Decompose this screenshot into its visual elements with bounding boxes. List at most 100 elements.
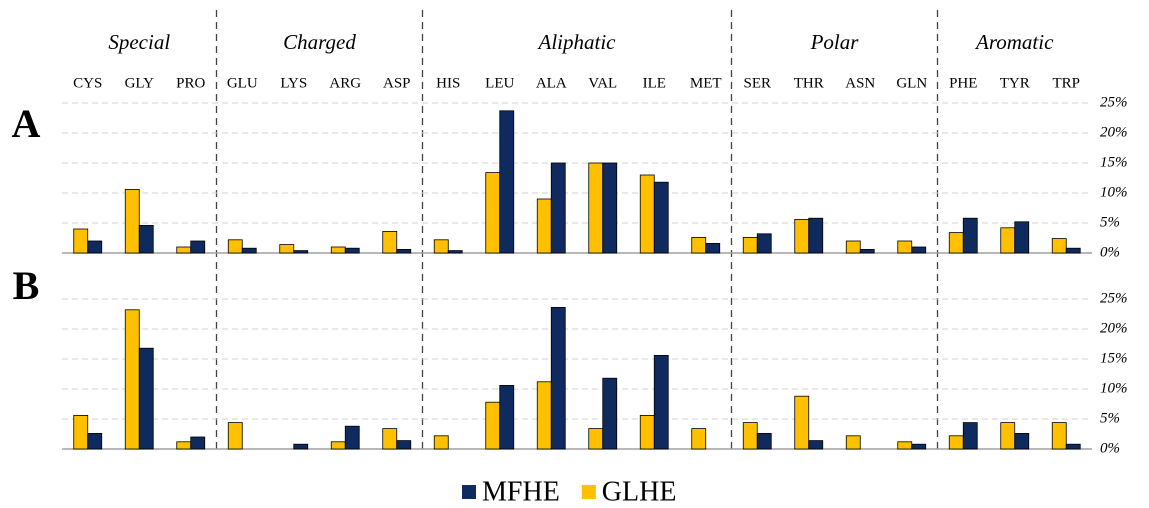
group-label: Polar — [810, 30, 860, 54]
bar — [433, 435, 449, 450]
bar — [550, 306, 566, 450]
bar — [344, 247, 360, 254]
y-tick-label: 10% — [1100, 184, 1128, 200]
bar — [1014, 432, 1030, 450]
bar — [808, 440, 824, 450]
bar — [344, 425, 360, 450]
group-label: Aromatic — [974, 30, 1054, 54]
bar — [948, 232, 964, 254]
bar — [911, 246, 927, 254]
category-label: ASP — [383, 75, 411, 91]
bar — [176, 246, 192, 254]
y-tick-label: 15% — [1100, 350, 1128, 366]
bar — [911, 443, 927, 450]
bar — [330, 246, 346, 254]
bar — [536, 381, 552, 450]
bar — [602, 162, 618, 254]
bar — [962, 422, 978, 450]
category-label: HIS — [436, 75, 460, 91]
category-label: PHE — [949, 75, 977, 91]
bar — [396, 440, 412, 450]
bar — [653, 181, 669, 254]
bar — [536, 198, 552, 254]
bar — [1000, 422, 1016, 450]
bar — [1000, 227, 1016, 254]
panel-label: B — [13, 263, 40, 308]
bar — [948, 435, 964, 450]
category-label: ASN — [845, 75, 875, 91]
bar — [845, 240, 861, 254]
legend-label: MFHE — [482, 476, 560, 507]
bar — [808, 217, 824, 254]
bar — [330, 441, 346, 450]
category-label: LYS — [280, 75, 307, 91]
bar — [138, 224, 154, 254]
y-tick-label: 0% — [1100, 440, 1120, 456]
bar — [382, 230, 398, 254]
y-tick-label: 25% — [1100, 290, 1128, 306]
bar — [293, 443, 309, 450]
bar — [176, 441, 192, 450]
group-label: Charged — [283, 30, 356, 54]
bar — [190, 436, 206, 450]
bar — [485, 172, 501, 254]
bar — [138, 347, 154, 450]
category-label: PRO — [176, 75, 205, 91]
y-tick-label: 5% — [1100, 214, 1120, 230]
y-tick-label: 20% — [1100, 320, 1128, 336]
panel-label: A — [12, 101, 41, 146]
bar — [190, 240, 206, 254]
y-tick-label: 0% — [1100, 244, 1120, 260]
bar — [227, 422, 243, 450]
bar — [742, 422, 758, 450]
legend-swatch — [462, 485, 476, 499]
bar — [756, 233, 772, 254]
bar — [602, 377, 618, 450]
y-tick-label: 20% — [1100, 124, 1128, 140]
category-label: GLU — [227, 75, 258, 91]
y-tick-label: 10% — [1100, 380, 1128, 396]
category-label: ILE — [643, 75, 666, 91]
bar — [639, 174, 655, 254]
bar — [691, 236, 707, 254]
category-label: GLY — [125, 75, 154, 91]
bar — [1014, 221, 1030, 254]
bar — [691, 428, 707, 450]
bar — [845, 435, 861, 450]
category-label: LEU — [485, 75, 514, 91]
bar — [550, 162, 566, 254]
category-label: VAL — [588, 75, 617, 91]
bar — [382, 428, 398, 450]
category-label: ARG — [329, 75, 361, 91]
bar — [87, 240, 103, 254]
bar — [1051, 422, 1067, 450]
category-label: SER — [743, 75, 771, 91]
category-label: MET — [690, 75, 722, 91]
bar — [653, 354, 669, 450]
bar — [241, 247, 257, 254]
bar — [227, 239, 243, 254]
category-label: THR — [794, 75, 824, 91]
bar — [588, 428, 604, 450]
category-label: TRP — [1052, 75, 1080, 91]
category-label: GLN — [896, 75, 927, 91]
bar — [485, 401, 501, 450]
bar — [447, 250, 463, 254]
bar — [794, 218, 810, 254]
bar — [279, 244, 295, 254]
y-tick-label: 25% — [1100, 94, 1128, 110]
group-label: Aliphatic — [537, 30, 617, 54]
bar — [87, 432, 103, 450]
bar — [588, 162, 604, 254]
bar — [1065, 443, 1081, 450]
bar — [962, 217, 978, 254]
category-label: ALA — [536, 75, 567, 91]
bar — [897, 240, 913, 254]
bar — [73, 414, 89, 450]
bar — [499, 110, 515, 254]
bar — [293, 250, 309, 254]
bar — [1051, 238, 1067, 254]
bar — [73, 228, 89, 254]
bar — [1065, 247, 1081, 254]
